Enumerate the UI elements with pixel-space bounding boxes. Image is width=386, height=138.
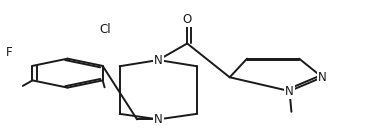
Text: F: F <box>6 46 13 59</box>
Text: Cl: Cl <box>100 23 111 36</box>
Text: N: N <box>318 71 327 84</box>
Text: N: N <box>285 85 294 98</box>
Text: N: N <box>154 54 163 67</box>
Text: O: O <box>183 13 192 26</box>
Text: N: N <box>154 113 163 126</box>
